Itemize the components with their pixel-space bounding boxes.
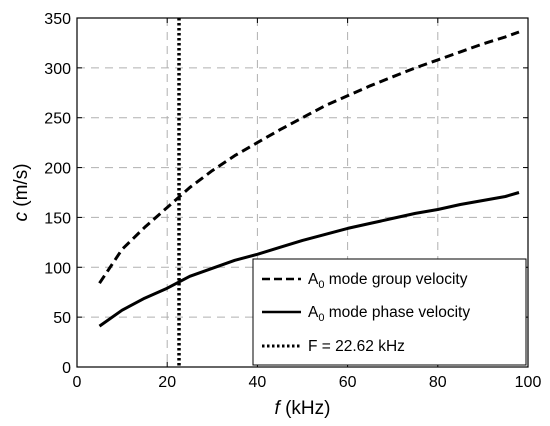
y-tick-label: 300: [44, 61, 71, 78]
x-tick-label: 0: [73, 374, 82, 391]
y-axis-label: c (m/s): [11, 163, 32, 221]
legend-entry-group-velocity: A0 mode group velocity: [308, 271, 468, 291]
x-tick-label: 40: [249, 374, 267, 391]
legend-entry-phase-velocity: A0 mode phase velocity: [308, 304, 470, 324]
x-tick-label: 60: [339, 374, 357, 391]
y-tick-label: 200: [44, 161, 71, 178]
y-tick-label: 250: [44, 111, 71, 128]
legend-entry-frequency-marker: F = 22.62 kHz: [308, 338, 405, 355]
y-tick-label: 50: [53, 310, 71, 327]
x-tick-label: 100: [515, 374, 542, 391]
y-tick-label: 350: [44, 11, 71, 28]
y-tick-label: 150: [44, 210, 71, 227]
y-tick-label: 0: [62, 360, 71, 377]
ticks: 0 20 40 60 80 100 0 50 100 150 200 250 300 350: [44, 11, 541, 391]
y-tick-label: 100: [44, 260, 71, 277]
legend: A0 mode group velocity A0 mode phase vel…: [252, 258, 527, 366]
series-line-group-velocity: [98, 30, 520, 285]
x-axis-label: f (kHz): [275, 398, 331, 419]
series-layer: [98, 18, 520, 367]
x-tick-label: 80: [429, 374, 447, 391]
plot-frame: [76, 17, 529, 368]
x-tick-label: 20: [158, 374, 176, 391]
series-line-phase-velocity: [98, 191, 520, 328]
